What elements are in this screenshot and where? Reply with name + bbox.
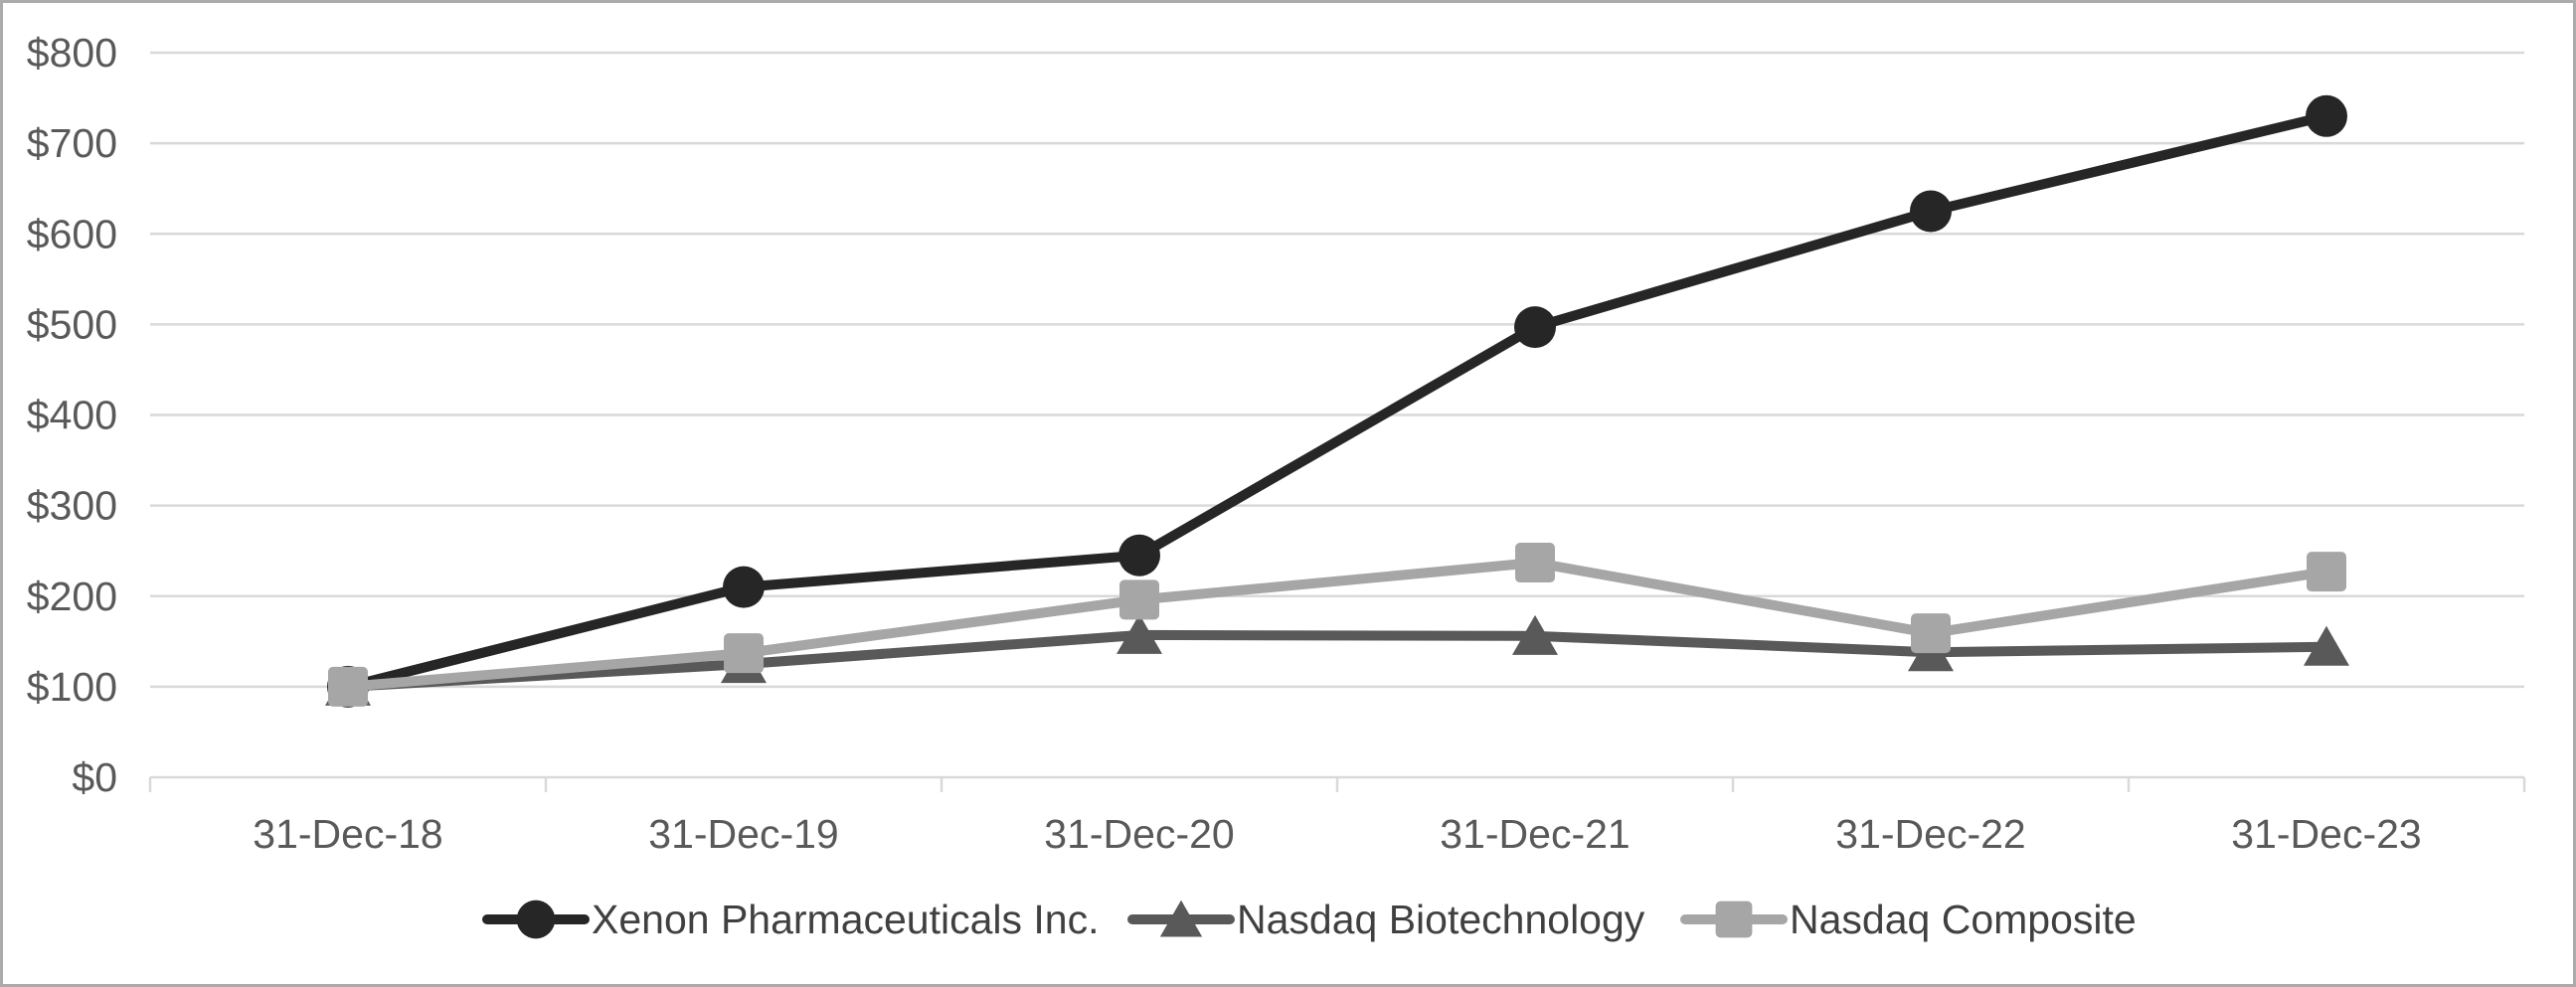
y-tick-label: $100 [27, 664, 117, 710]
marker-square-nasdaq-composite [1515, 543, 1555, 583]
marker-circle-xenon-pharmaceuticals-inc [2306, 94, 2347, 137]
marker-triangle-legend-nasdaq-biotechnology [1159, 900, 1203, 937]
marker-square-nasdaq-composite [724, 633, 764, 674]
legend-item-nasdaq-biotechnology: Nasdaq Biotechnology [1127, 897, 1645, 942]
chart-canvas: $0 $100 $200 $300 $400 $500 $600 $700 $800 31-De… [27, 30, 2526, 942]
y-tick-label: $600 [27, 211, 117, 256]
marker-circle-xenon-pharmaceuticals-inc [1910, 190, 1952, 233]
marker-triangle-nasdaq-biotechnology [1116, 613, 1162, 654]
y-axis-labels: $0 $100 $200 $300 $400 $500 $600 $700 $800 [27, 30, 117, 800]
x-tick-label: 31-Dec-20 [1044, 811, 1234, 857]
gridlines [150, 51, 2524, 779]
marker-square-nasdaq-composite [2307, 552, 2346, 592]
x-tick-label: 31-Dec-21 [1440, 811, 1630, 857]
series-line-nasdaq-composite [343, 558, 2331, 692]
marker-circle-legend-xenon-pharmaceuticals-inc [516, 900, 556, 939]
y-tick-label: $0 [72, 754, 117, 800]
x-axis-ticks [148, 777, 2526, 792]
legend: Xenon Pharmaceuticals Inc. Nasdaq Biotech… [482, 897, 2137, 942]
marker-square-nasdaq-composite [1911, 613, 1951, 654]
marker-square-nasdaq-composite [328, 666, 368, 707]
x-tick-label: 31-Dec-18 [253, 811, 442, 857]
legend-label-xenon-pharmaceuticals-inc: Xenon Pharmaceuticals Inc. [592, 897, 1100, 942]
x-tick-label: 31-Dec-19 [648, 811, 838, 857]
series-lines [325, 94, 2349, 708]
x-tick-label: 31-Dec-23 [2231, 811, 2421, 857]
marker-circle-xenon-pharmaceuticals-inc [723, 566, 765, 608]
series-line-nasdaq-biotechnology [343, 629, 2331, 692]
marker-circle-xenon-pharmaceuticals-inc [1514, 306, 1556, 349]
legend-item-xenon-pharmaceuticals-inc: Xenon Pharmaceuticals Inc. [482, 897, 1100, 942]
marker-triangle-nasdaq-biotechnology [1512, 614, 1558, 655]
legend-label-nasdaq-composite: Nasdaq Composite [1790, 897, 2137, 942]
marker-triangle-nasdaq-biotechnology [2304, 625, 2349, 666]
y-tick-label: $800 [27, 30, 117, 76]
y-tick-label: $500 [27, 301, 117, 347]
y-tick-label: $300 [27, 483, 117, 529]
marker-square-legend-nasdaq-composite [1715, 901, 1753, 938]
marker-circle-xenon-pharmaceuticals-inc [1118, 534, 1160, 576]
legend-label-nasdaq-biotechnology: Nasdaq Biotechnology [1237, 897, 1645, 942]
x-tick-label: 31-Dec-22 [1835, 811, 2025, 857]
series-line-xenon-pharmaceuticals-inc [343, 110, 2331, 692]
y-tick-label: $200 [27, 574, 117, 619]
y-tick-label: $400 [27, 393, 117, 438]
y-tick-label: $700 [27, 120, 117, 166]
x-axis-labels: 31-Dec-18 31-Dec-19 31-Dec-20 31-Dec-21 31-D… [253, 811, 2421, 857]
legend-item-nasdaq-composite: Nasdaq Composite [1680, 897, 2137, 942]
marker-square-nasdaq-composite [1119, 579, 1159, 620]
